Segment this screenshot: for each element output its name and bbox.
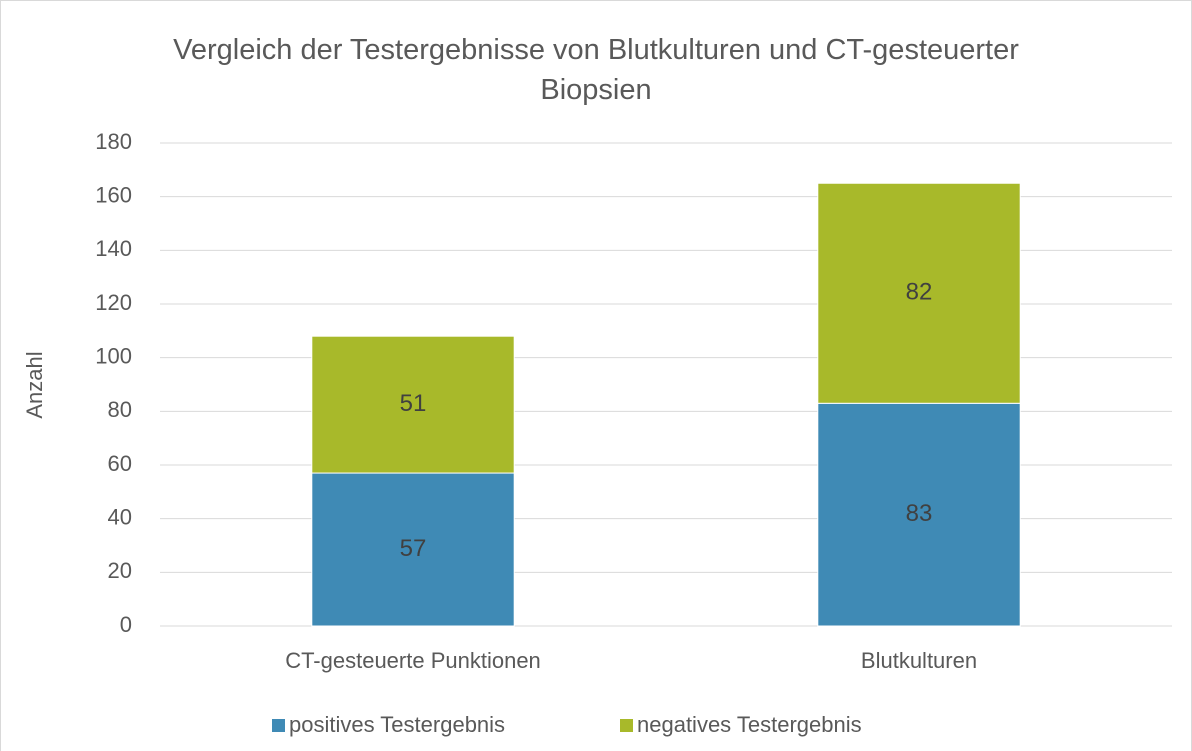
bar-segment <box>817 182 1021 404</box>
x-tick-label: CT-gesteuerte Punktionen <box>285 648 541 673</box>
chart-title: Vergleich der Testergebnisse von Blutkul… <box>173 34 1019 106</box>
value-label: 83 <box>906 500 933 527</box>
value-label: 57 <box>400 535 427 562</box>
y-tick-label: 80 <box>108 397 132 422</box>
y-tick-label: 100 <box>95 343 132 368</box>
bar-segment <box>311 472 515 627</box>
y-tick-label: 60 <box>108 451 132 476</box>
y-tick-label: 140 <box>95 236 132 261</box>
bar-segment <box>311 335 515 474</box>
y-tick-label: 160 <box>95 182 132 207</box>
y-tick-label: 120 <box>95 290 132 315</box>
legend-swatch <box>272 719 285 732</box>
legend-swatch <box>620 719 633 732</box>
x-tick-label: Blutkulturen <box>861 648 977 673</box>
value-label: 51 <box>400 390 427 417</box>
legend-label: positives Testergebnis <box>289 712 505 737</box>
value-label: 82 <box>906 279 933 306</box>
bar-segment <box>817 402 1021 627</box>
y-axis-title: Anzahl <box>22 351 47 418</box>
legend-label: negatives Testergebnis <box>637 712 862 737</box>
y-tick-label: 40 <box>108 504 132 529</box>
y-tick-label: 0 <box>120 612 132 637</box>
y-tick-label: 20 <box>108 558 132 583</box>
y-tick-label: 180 <box>95 129 132 154</box>
